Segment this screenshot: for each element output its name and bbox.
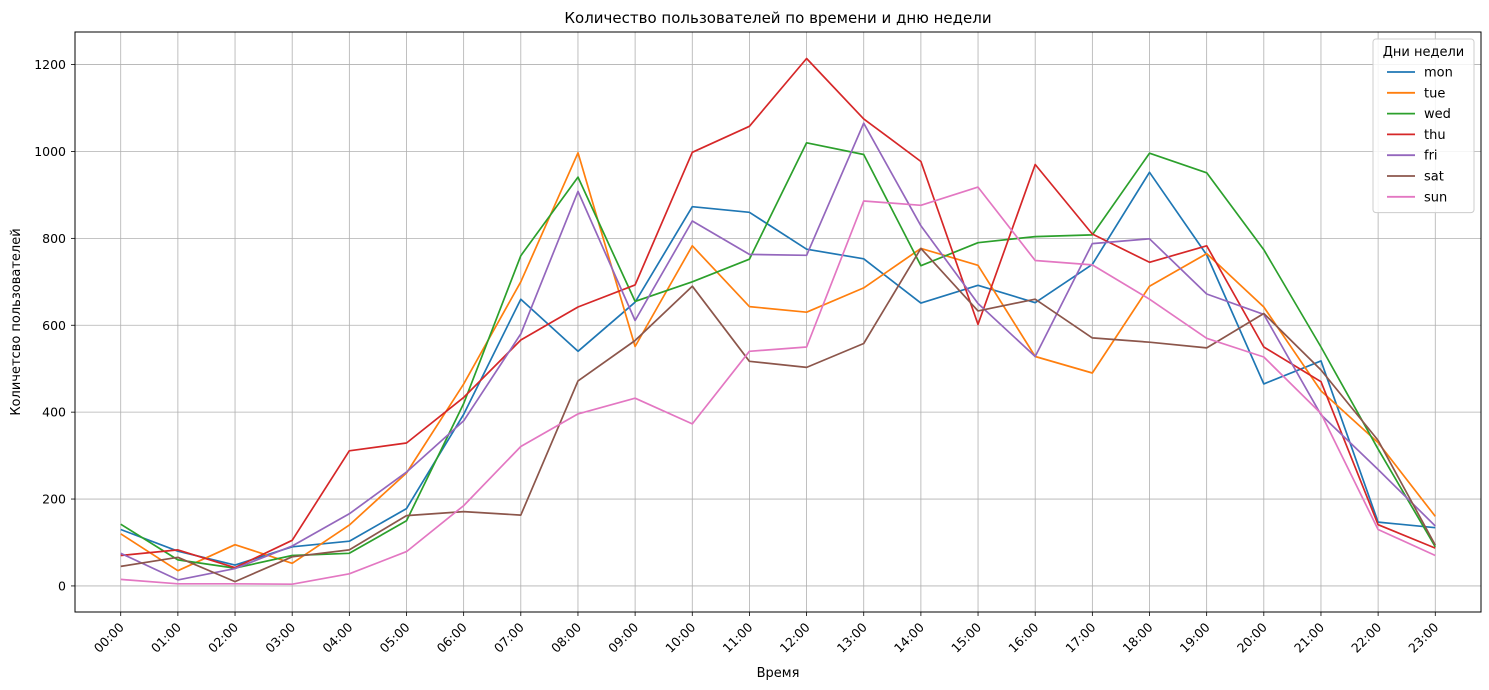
x-tick-label: 18:00: [1120, 619, 1156, 655]
y-tick-label: 200: [42, 492, 66, 507]
x-tick-label: 20:00: [1234, 619, 1270, 655]
x-tick-label: 08:00: [548, 619, 584, 655]
x-tick-label: 09:00: [605, 619, 641, 655]
legend-label-tue: tue: [1424, 86, 1445, 101]
x-tick-label: 15:00: [948, 619, 984, 655]
x-axis: 00:00 01:00 02:00 03:00 04:00 05:00 06:00 07:00…: [91, 612, 1441, 656]
y-axis: 0 200 400 600 800 1000 1200: [34, 57, 75, 593]
x-tick-label: 19:00: [1177, 619, 1213, 655]
chart-title: Количество пользователей по времени и дн…: [564, 9, 991, 27]
x-tick-label: 03:00: [262, 619, 298, 655]
plot-frame: [74, 31, 1482, 613]
x-axis-title: Время: [757, 666, 800, 681]
legend-box: [1372, 38, 1475, 214]
series-line-thu: [120, 57, 1436, 569]
x-tick-label: 10:00: [662, 619, 698, 655]
x-tick-label: 22:00: [1348, 619, 1384, 655]
x-tick-label: 04:00: [319, 619, 355, 655]
series-line-sun: [120, 186, 1436, 586]
x-tick-label: 06:00: [434, 619, 470, 655]
x-tick-label: 00:00: [91, 619, 127, 655]
legend-label-sat: sat: [1424, 170, 1444, 185]
legend-title: Дни недели: [1383, 45, 1464, 60]
series-line-fri: [120, 122, 1436, 581]
x-tick-label: 11:00: [719, 619, 755, 655]
x-tick-label: 02:00: [205, 619, 241, 655]
x-tick-label: 13:00: [834, 619, 870, 655]
legend-label-thu: thu: [1424, 128, 1446, 143]
x-tick-label: 23:00: [1405, 619, 1441, 655]
legend-label-fri: fri: [1424, 149, 1438, 164]
x-tick-label: 16:00: [1005, 619, 1041, 655]
y-tick-label: 1000: [34, 144, 66, 159]
x-tick-label: 05:00: [377, 619, 413, 655]
x-tick-label: 12:00: [777, 619, 813, 655]
y-tick-label: 400: [42, 405, 66, 420]
x-tick-label: 01:00: [148, 619, 184, 655]
x-tick-label: 07:00: [491, 619, 527, 655]
y-tick-label: 800: [42, 231, 66, 246]
series-lines: [120, 57, 1437, 586]
grid-lines: [75, 32, 1481, 612]
x-tick-label: 17:00: [1062, 619, 1098, 655]
y-axis-title: Количетсво пользователей: [9, 228, 24, 415]
x-tick-label: 14:00: [891, 619, 927, 655]
y-tick-label: 600: [42, 318, 66, 333]
series-line-mon: [120, 171, 1436, 566]
legend: Дни недели mon tue wed thu fri sat sun: [1372, 38, 1475, 214]
legend-label-wed: wed: [1424, 107, 1451, 122]
legend-label-mon: mon: [1424, 66, 1453, 81]
x-tick-label: 21:00: [1291, 619, 1327, 655]
y-tick-label: 1200: [34, 57, 66, 72]
legend-label-sun: sun: [1424, 190, 1447, 205]
y-tick-label: 0: [58, 578, 66, 593]
series-line-wed: [120, 141, 1437, 569]
